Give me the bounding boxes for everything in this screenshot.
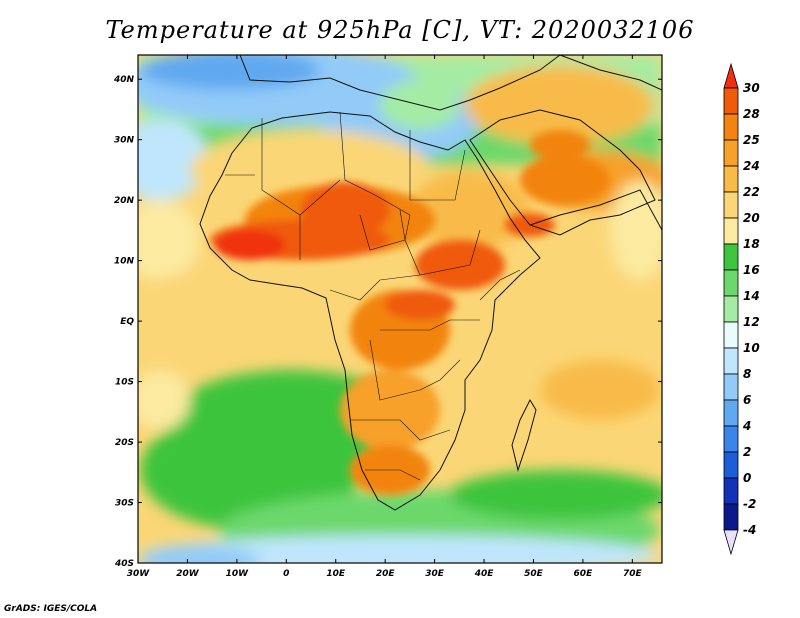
colorbar-swatch bbox=[723, 399, 739, 427]
lat-tick-label: 30N bbox=[114, 136, 135, 146]
lon-tick-label: 30W bbox=[127, 569, 151, 579]
coastlines bbox=[199, 55, 662, 511]
colorbar-label: 14 bbox=[743, 289, 760, 303]
lon-tick-label: 60E bbox=[574, 569, 594, 579]
lon-tick-label: 20W bbox=[176, 569, 200, 579]
colorbar-label: 24 bbox=[743, 159, 760, 173]
colorbar-swatch bbox=[723, 269, 739, 297]
colorbar-label: 2 bbox=[743, 445, 751, 459]
colorbar-swatch bbox=[723, 347, 739, 375]
colorbar-swatch bbox=[723, 425, 739, 453]
colorbar-swatch bbox=[723, 295, 739, 323]
colorbar-label: -4 bbox=[743, 523, 756, 537]
lat-tick-label: EQ bbox=[120, 317, 134, 327]
map-frame bbox=[137, 54, 663, 564]
colorbar-label: 20 bbox=[743, 211, 760, 225]
temperature-field bbox=[138, 55, 662, 563]
lon-tick-label: 0 bbox=[283, 569, 289, 579]
colorbar-label: 10 bbox=[743, 341, 760, 355]
borders bbox=[225, 111, 521, 481]
lat-tick-label: 20S bbox=[115, 438, 134, 448]
colorbar-swatch bbox=[723, 139, 739, 167]
colorbar-swatch bbox=[723, 113, 739, 141]
colorbar-label: 12 bbox=[743, 315, 760, 329]
colorbar-label: -2 bbox=[743, 497, 756, 511]
lat-tick-label: 20N bbox=[114, 196, 135, 206]
colorbar-label: 16 bbox=[743, 263, 760, 277]
colorbar-swatch bbox=[723, 191, 739, 219]
lat-tick-label: 40S bbox=[114, 559, 134, 569]
colorbar-top-arrow bbox=[723, 62, 739, 89]
lat-tick-label: 10S bbox=[115, 378, 134, 388]
lat-tick-label: 10N bbox=[114, 257, 135, 267]
colorbar-swatch bbox=[723, 503, 739, 531]
lon-tick-label: 70E bbox=[623, 569, 643, 579]
lon-tick-label: 20E bbox=[376, 569, 396, 579]
colorbar-swatch bbox=[723, 87, 739, 115]
colorbar-swatch bbox=[723, 451, 739, 479]
colorbar-swatch bbox=[723, 217, 739, 245]
colorbar-label: 0 bbox=[743, 471, 751, 485]
colorbar-label: 25 bbox=[743, 133, 760, 147]
colorbar-swatch bbox=[723, 477, 739, 505]
colorbar-label: 22 bbox=[743, 185, 760, 199]
colorbar-swatch bbox=[723, 243, 739, 271]
colorbar-label: 28 bbox=[743, 107, 760, 121]
lat-tick-label: 40N bbox=[113, 75, 135, 85]
colorbar-swatch bbox=[723, 373, 739, 401]
colorbar-swatch bbox=[723, 321, 739, 349]
credit-label: GrADS: IGES/COLA bbox=[4, 604, 98, 614]
lon-tick-label: 10W bbox=[226, 569, 250, 579]
colorbar-label: 6 bbox=[743, 393, 751, 407]
colorbar-label: 4 bbox=[742, 419, 751, 433]
colorbar-swatch bbox=[723, 165, 739, 193]
lat-tick-label: 30S bbox=[115, 499, 134, 509]
axis-ticks: 30W 20W 10W 0 10E 20E 30E 40E 50E 60E 70E 40N 30N 20N… bbox=[113, 55, 662, 579]
lon-tick-label: 50E bbox=[524, 569, 544, 579]
lon-tick-label: 40E bbox=[474, 569, 495, 579]
lon-tick-label: 30E bbox=[425, 569, 445, 579]
colorbar-label: 30 bbox=[743, 81, 760, 95]
colorbar-label: 18 bbox=[743, 237, 760, 251]
colorbar-bottom-arrow bbox=[723, 529, 739, 556]
colorbar-label: 8 bbox=[743, 367, 751, 381]
chart-title: Temperature at 925hPa [C], VT: 202003210… bbox=[105, 16, 695, 44]
lon-tick-label: 10E bbox=[326, 569, 346, 579]
